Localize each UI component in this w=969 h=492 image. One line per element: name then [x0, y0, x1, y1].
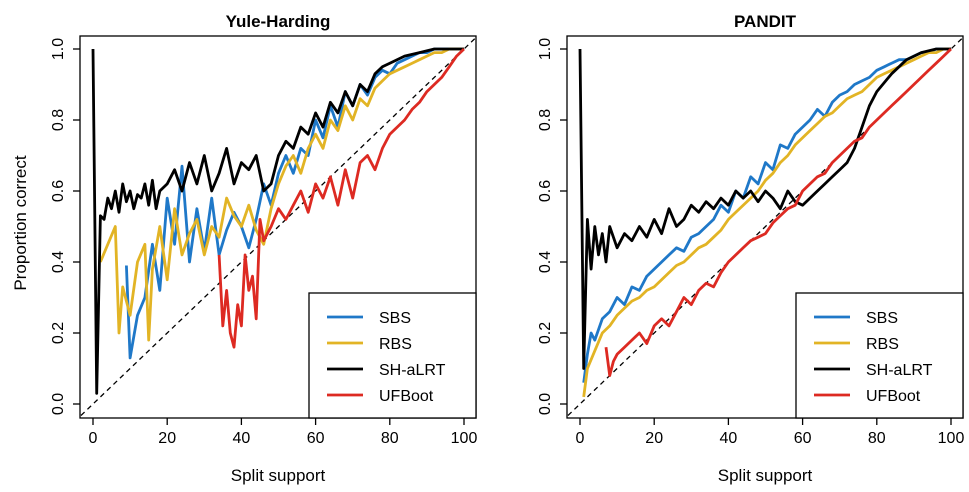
- x-axis-label: Split support: [718, 466, 813, 485]
- legend-label: SH-aLRT: [866, 362, 933, 379]
- y-tick-label: 0.6: [537, 180, 554, 202]
- series-line-sbs: [125, 47, 464, 360]
- chart-title: PANDIT: [734, 12, 797, 31]
- plot-frame: [566, 35, 964, 419]
- plot-frame: [79, 35, 477, 419]
- x-tick-label: 60: [794, 430, 812, 447]
- y-tick-label: 0.2: [50, 322, 67, 344]
- series-group: [567, 36, 963, 418]
- series-line-ufboot: [217, 47, 465, 349]
- series-line-rbs: [582, 47, 951, 398]
- x-tick-label: 100: [451, 430, 478, 447]
- x-tick-label: 0: [89, 430, 98, 447]
- panel-pandit: PANDIT Split support 0 20 40 60 80 1000.00.20…: [537, 12, 965, 485]
- y-tick-label: 0.4: [537, 251, 554, 273]
- y-tick-label: 1.0: [537, 38, 554, 60]
- plot-area: 0 20 40 60 80 100 0.0 0.2 0.4 0.6 0.8 1.0: [50, 36, 478, 447]
- legend-box: [308, 292, 477, 419]
- legend-label: RBS: [379, 336, 412, 353]
- y-tick-label: 0.8: [50, 109, 67, 131]
- legend: SBS RBS SH-aLRT UFBoot: [795, 292, 964, 419]
- y-tick-label: 0.8: [537, 109, 554, 131]
- series-line-sbs: [582, 47, 951, 383]
- series-group: [80, 36, 476, 418]
- legend-label: SH-aLRT: [379, 362, 446, 379]
- legend-label: RBS: [866, 336, 899, 353]
- y-tick-label: 1.0: [50, 38, 67, 60]
- x-tick-label: 60: [307, 430, 325, 447]
- legend-label: SBS: [379, 310, 411, 327]
- x-tick-label: 40: [720, 430, 738, 447]
- y-axis-label: Proportion correct: [11, 155, 30, 290]
- series-line-sh-alrt: [91, 47, 464, 395]
- x-tick-label: 20: [158, 430, 176, 447]
- legend-label: SBS: [866, 310, 898, 327]
- x-tick-label: 40: [233, 430, 251, 447]
- diagonal-reference-line: [80, 36, 476, 418]
- series-line-ufboot: [604, 47, 952, 378]
- x-axis-label: Split support: [231, 466, 326, 485]
- legend-label: UFBoot: [379, 388, 434, 405]
- series-line-sh-alrt: [578, 47, 951, 370]
- panel-yule-harding: Yule-Harding Proportion correct Split su…: [11, 12, 478, 485]
- x-tick-label: 100: [938, 430, 965, 447]
- legend-label: UFBoot: [866, 388, 921, 405]
- legend-box: [795, 292, 964, 419]
- chart-title: Yule-Harding: [226, 12, 331, 31]
- x-tick-label: 0: [576, 430, 585, 447]
- plot-area: 0 20 40 60 80 100 0.0 0.2 0.4 0.6 0.8 1.0: [537, 36, 965, 447]
- y-tick-label: 0.2: [537, 322, 554, 344]
- y-tick-label: 0.6: [50, 180, 67, 202]
- x-tick-label: 80: [381, 430, 399, 447]
- y-tick-label: 0.0: [537, 393, 554, 415]
- y-tick-label: 0.0: [50, 393, 67, 415]
- x-tick-label: 80: [868, 430, 886, 447]
- series-line-rbs: [99, 47, 464, 342]
- legend: SBS RBS SH-aLRT UFBoot: [308, 292, 477, 419]
- y-tick-label: 0.4: [50, 251, 67, 273]
- x-tick-label: 20: [645, 430, 663, 447]
